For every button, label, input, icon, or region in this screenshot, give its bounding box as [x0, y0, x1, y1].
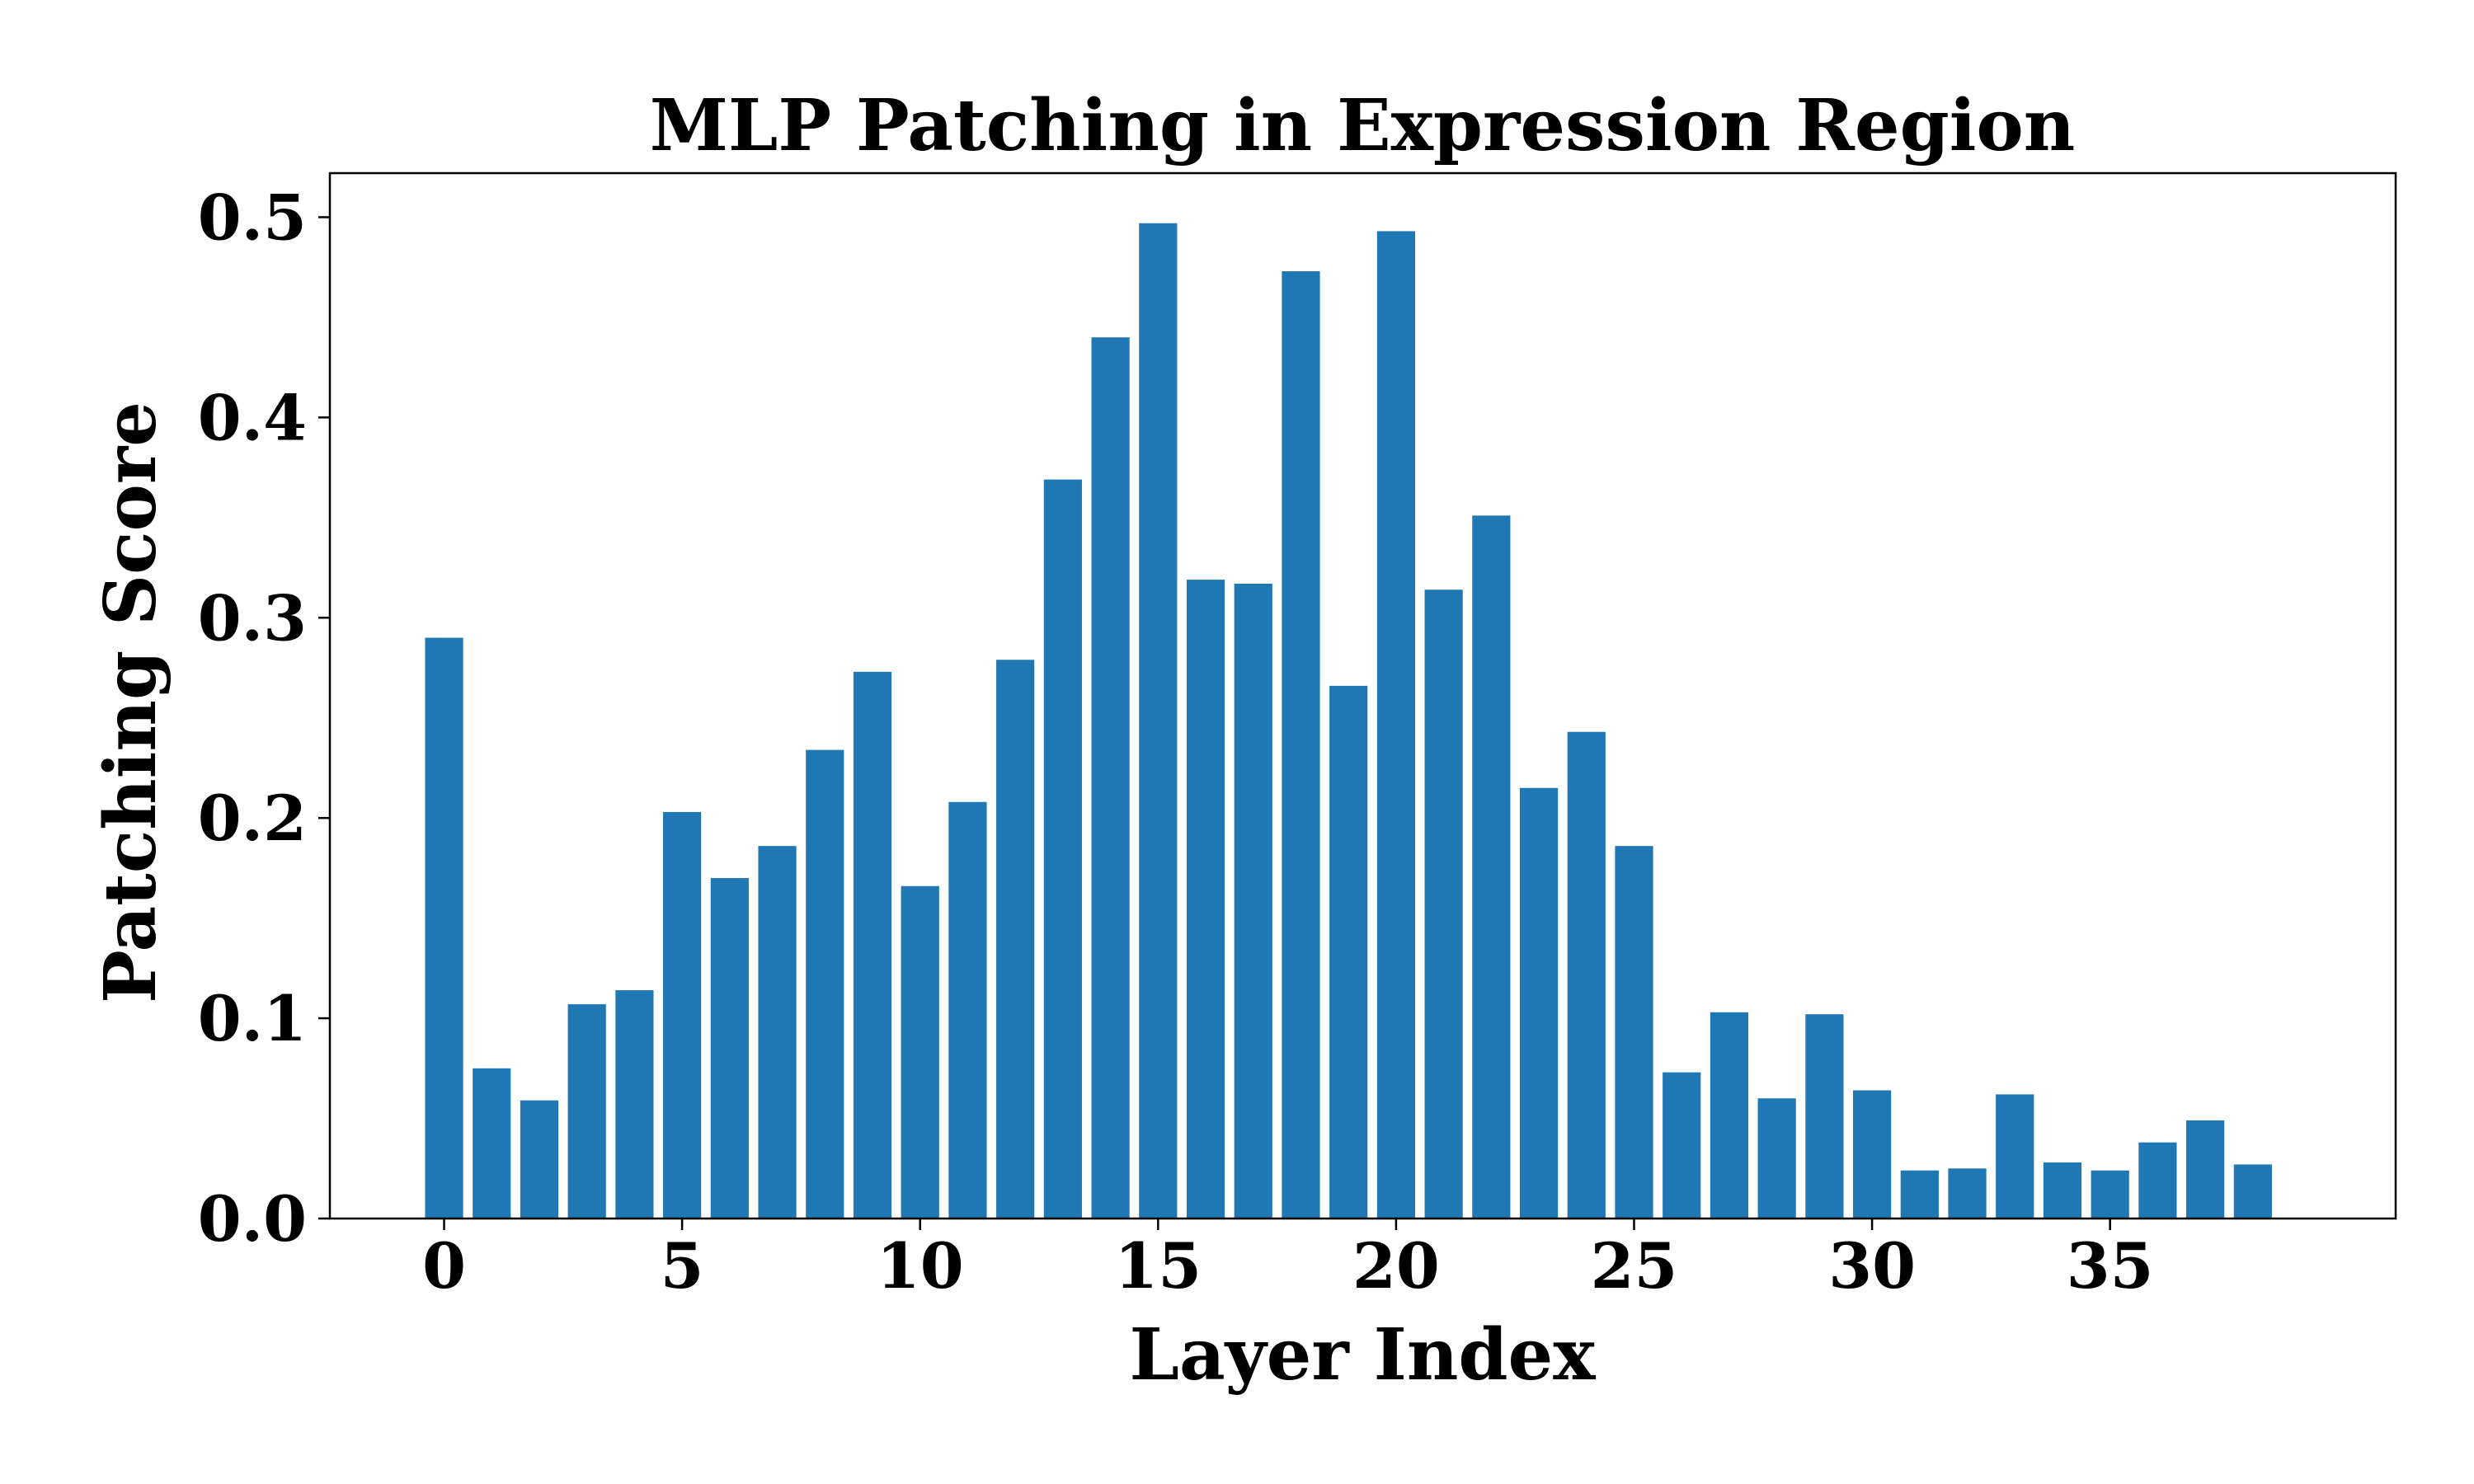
bar-layer-11 [948, 801, 987, 1219]
bar-layer-38 [2233, 1164, 2272, 1219]
x-tick-label: 20 [1352, 1229, 1440, 1303]
bar-layer-15 [1139, 223, 1178, 1219]
x-tick-label: 25 [1591, 1229, 1678, 1303]
bar-layer-3 [567, 1004, 606, 1219]
bar-layer-14 [1091, 337, 1130, 1219]
y-tick-label: 0.5 [198, 181, 307, 254]
bar-layer-16 [1186, 580, 1225, 1219]
y-axis-label: Patching Score [89, 402, 172, 1003]
x-axis: 0 5 10 15 20 25 30 35 [422, 1219, 2154, 1303]
y-tick-label: 0.0 [198, 1182, 307, 1256]
bar-layer-4 [615, 990, 654, 1219]
bar-layer-27 [1710, 1012, 1749, 1219]
bar-layer-26 [1663, 1072, 1701, 1219]
bar-layer-19 [1329, 685, 1368, 1219]
bar-layer-18 [1282, 271, 1320, 1219]
bar-layer-33 [1996, 1094, 2034, 1219]
y-axis: 0.0 0.1 0.2 0.3 0.4 0.5 [198, 181, 330, 1256]
bar-layer-29 [1805, 1014, 1844, 1219]
y-tick-label: 0.3 [198, 581, 307, 655]
x-axis-label: Layer Index [1129, 1313, 1596, 1397]
bar-layer-1 [473, 1068, 511, 1219]
bar-layer-8 [806, 749, 844, 1219]
bar-layer-24 [1567, 731, 1606, 1219]
bar-layer-25 [1615, 846, 1653, 1219]
x-tick-label: 30 [1828, 1229, 1916, 1303]
y-tick-label: 0.2 [198, 782, 307, 855]
bar-layer-10 [901, 885, 939, 1219]
bar-layer-5 [663, 811, 702, 1219]
bar-layer-6 [710, 878, 749, 1219]
x-tick-label: 10 [877, 1229, 964, 1303]
x-tick-label: 0 [422, 1229, 466, 1303]
bar-layer-32 [1948, 1168, 1987, 1219]
bar-layer-9 [853, 671, 892, 1219]
bar-layer-20 [1376, 231, 1415, 1219]
bar-layer-23 [1519, 787, 1559, 1219]
x-tick-label: 15 [1114, 1229, 1202, 1303]
bar-layer-0 [425, 637, 463, 1219]
y-tick-label: 0.4 [198, 381, 307, 454]
bar-layer-2 [520, 1100, 559, 1219]
bar-layer-12 [996, 660, 1035, 1219]
bar-layer-21 [1424, 589, 1463, 1219]
bar-layer-22 [1472, 515, 1511, 1219]
bar-layer-28 [1757, 1098, 1796, 1219]
bar-layer-36 [2138, 1142, 2177, 1219]
bar-layer-17 [1234, 583, 1272, 1219]
bar-layer-35 [2091, 1170, 2129, 1219]
bar-layer-30 [1853, 1090, 1892, 1219]
y-tick-label: 0.1 [198, 982, 307, 1055]
plot-frame [328, 171, 2397, 1220]
bars-group [425, 223, 2272, 1219]
x-tick-label: 5 [661, 1229, 704, 1303]
bar-layer-7 [758, 846, 797, 1219]
bar-layer-31 [1900, 1170, 1939, 1219]
bar-layer-37 [2186, 1120, 2225, 1219]
chart-title: MLP Patching in Expression Region [650, 84, 2076, 167]
bar-layer-34 [2043, 1162, 2082, 1219]
bar-layer-13 [1043, 479, 1082, 1219]
x-tick-label: 35 [2067, 1229, 2154, 1303]
